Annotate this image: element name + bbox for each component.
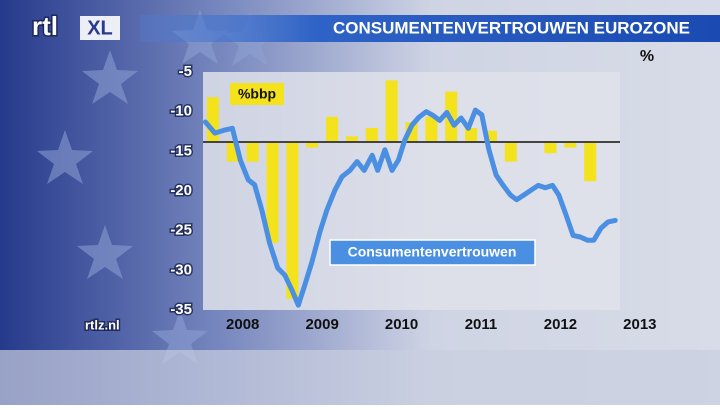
y-tick-label: -20 bbox=[170, 182, 192, 199]
bar bbox=[584, 142, 597, 182]
bar bbox=[286, 142, 299, 299]
bottom-band bbox=[0, 350, 720, 405]
y-tick-label: -30 bbox=[170, 261, 192, 278]
y-tick-label: -35 bbox=[170, 301, 192, 318]
x-tick-label: 2011 bbox=[465, 316, 498, 333]
chart-title: CONSUMENTENVERTROUWEN EUROZONE bbox=[333, 18, 690, 37]
y-axis-unit: % bbox=[640, 48, 654, 65]
legend-label: Consumentenvertrouwen bbox=[348, 244, 517, 260]
x-tick-label: 2008 bbox=[226, 316, 259, 333]
y-tick-label: -5 bbox=[179, 63, 192, 80]
line bbox=[202, 107, 618, 308]
site-label: rtlz.nl bbox=[85, 317, 120, 332]
x-tick-label: 2013 bbox=[623, 316, 656, 333]
bar bbox=[465, 128, 478, 142]
logo: rtl bbox=[32, 11, 58, 41]
bar bbox=[345, 136, 358, 142]
x-tick-label: 2010 bbox=[385, 316, 418, 333]
bar bbox=[425, 116, 438, 142]
x-tick-label: 2012 bbox=[544, 316, 577, 333]
bar bbox=[326, 116, 339, 142]
legend-label: %bbp bbox=[238, 86, 276, 102]
title-bar bbox=[140, 15, 720, 42]
bar bbox=[484, 130, 497, 142]
bar bbox=[564, 142, 577, 148]
y-tick-label: -25 bbox=[170, 222, 192, 239]
logo-box bbox=[80, 16, 120, 40]
bar bbox=[544, 142, 557, 154]
bar bbox=[385, 80, 398, 142]
bar bbox=[266, 142, 279, 243]
bar bbox=[206, 97, 219, 142]
bar bbox=[365, 128, 378, 142]
x-tick-label: 2009 bbox=[305, 316, 338, 333]
logo-suffix: XL bbox=[87, 17, 113, 39]
bar bbox=[306, 142, 319, 148]
y-tick-label: -15 bbox=[170, 142, 192, 159]
y-tick-label: -10 bbox=[170, 103, 192, 120]
bar bbox=[504, 142, 517, 162]
bar bbox=[246, 142, 259, 162]
legend-box bbox=[230, 83, 284, 105]
legend-box bbox=[329, 239, 536, 266]
